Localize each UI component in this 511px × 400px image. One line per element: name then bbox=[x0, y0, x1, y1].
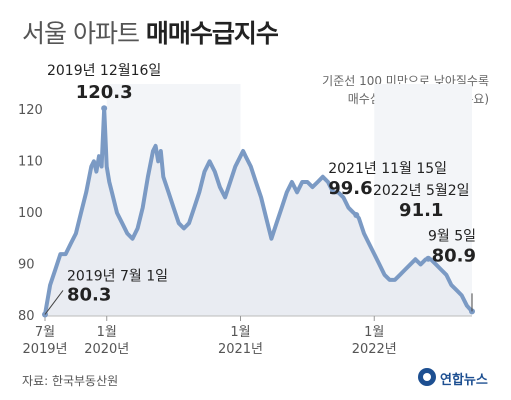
x-tick-label: 1월 bbox=[364, 325, 384, 340]
y-tick-label: 100 bbox=[18, 206, 43, 221]
x-tick-label: 7월 bbox=[35, 325, 55, 340]
annotation-value: 120.3 bbox=[76, 82, 133, 103]
logo-icon bbox=[418, 368, 436, 386]
y-tick-label: 80 bbox=[18, 309, 35, 324]
x-tick-label: 1월 bbox=[230, 325, 250, 340]
annotation-leader bbox=[44, 290, 64, 315]
annotation-date: 9월 5일 bbox=[428, 228, 476, 244]
x-tick-year: 2020년 bbox=[84, 342, 129, 357]
title-bold: 매매수급지수 bbox=[145, 19, 279, 48]
x-tick-year: 2019년 bbox=[22, 342, 67, 357]
logo-text: 연합뉴스 bbox=[440, 373, 488, 388]
annotation-value: 99.6 bbox=[328, 178, 372, 199]
series-line bbox=[43, 106, 474, 317]
x-tick-year: 2021년 bbox=[218, 342, 263, 357]
annotation-date: 2022년 5월2일 bbox=[373, 183, 470, 199]
annotation-date: 2021년 11월 15일 bbox=[328, 161, 447, 177]
x-tick-label: 1월 bbox=[97, 325, 117, 340]
annotation-date: 2019년 12월16일 bbox=[47, 63, 161, 79]
y-tick-label: 120 bbox=[18, 103, 43, 118]
annotation-value: 80.9 bbox=[432, 245, 476, 266]
source-text: 자료: 한국부동산원 bbox=[22, 374, 119, 388]
x-tick-year: 2022년 bbox=[352, 342, 397, 357]
annotation-point bbox=[101, 105, 108, 112]
chart-title: 서울 아파트 매매수급지수 bbox=[22, 14, 279, 50]
annotation-point bbox=[425, 255, 432, 262]
annotation-date: 2019년 7월 1일 bbox=[67, 268, 168, 284]
annotation-value: 80.3 bbox=[67, 284, 111, 305]
annotation-point bbox=[353, 211, 360, 218]
title-light: 서울 아파트 bbox=[22, 19, 140, 48]
annotation-value: 91.1 bbox=[399, 200, 443, 221]
y-tick-label: 110 bbox=[18, 154, 43, 169]
logo: 연합뉴스 bbox=[418, 366, 500, 392]
y-tick-label: 90 bbox=[18, 257, 35, 272]
